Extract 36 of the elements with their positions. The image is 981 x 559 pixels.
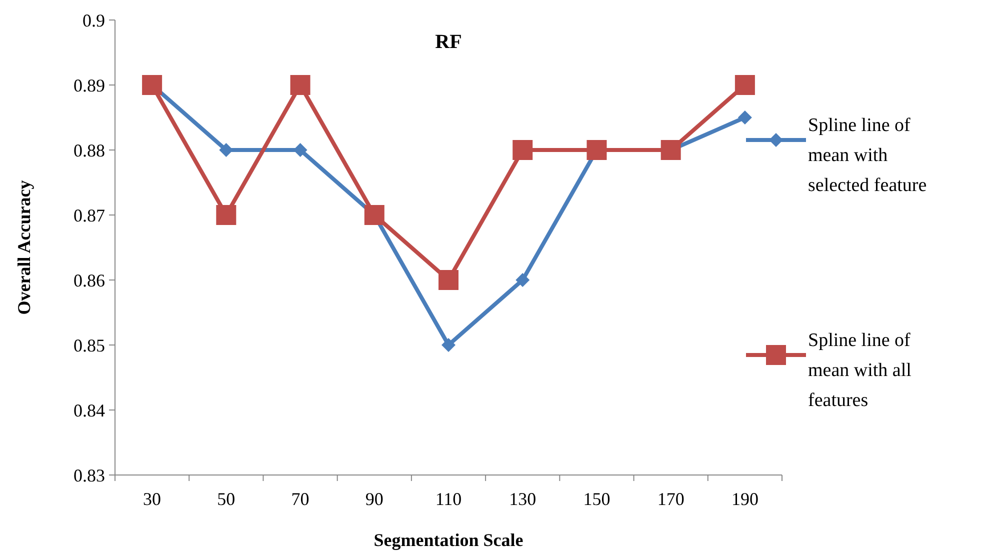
point bbox=[142, 75, 162, 95]
point bbox=[734, 75, 755, 95]
x-tick-label: 30 bbox=[143, 489, 162, 509]
x-tick-label: 70 bbox=[291, 489, 310, 509]
y-tick-label: 0.88 bbox=[74, 140, 105, 160]
point bbox=[738, 110, 752, 124]
y-tick-label: 0.9 bbox=[82, 10, 105, 30]
point bbox=[660, 140, 681, 160]
x-axis-title: Segmentation Scale bbox=[374, 530, 524, 550]
point bbox=[516, 273, 530, 287]
point bbox=[442, 338, 456, 352]
legend-label: Spline line of mean with all features bbox=[808, 330, 912, 411]
legend-label: Spline line of mean with selected feature bbox=[808, 115, 927, 196]
point bbox=[586, 140, 607, 160]
x-tick-label: 90 bbox=[365, 489, 384, 509]
text: RF bbox=[435, 31, 462, 53]
x-tick-label: 150 bbox=[583, 489, 610, 509]
point bbox=[219, 143, 234, 157]
x-tick-label: 190 bbox=[731, 489, 758, 509]
y-tick-label: 0.85 bbox=[74, 335, 105, 356]
point bbox=[216, 205, 236, 225]
x-tick-label: 130 bbox=[509, 489, 536, 509]
x-tick-label: 110 bbox=[435, 489, 462, 509]
x-tick-label: 50 bbox=[217, 489, 236, 509]
point bbox=[290, 75, 310, 95]
point bbox=[293, 143, 308, 157]
y-tick-label: 0.84 bbox=[74, 400, 105, 420]
point bbox=[512, 140, 533, 160]
y-tick-label: 0.86 bbox=[74, 270, 105, 290]
point bbox=[438, 270, 458, 290]
point bbox=[364, 205, 384, 225]
y-tick-label: 0.89 bbox=[74, 75, 105, 96]
x-tick-label: 170 bbox=[657, 489, 684, 509]
y-tick-label: 0.83 bbox=[74, 465, 105, 486]
y-tick-label: 0.87 bbox=[74, 205, 105, 226]
y-axis-title: Overall Accuracy bbox=[14, 180, 34, 315]
